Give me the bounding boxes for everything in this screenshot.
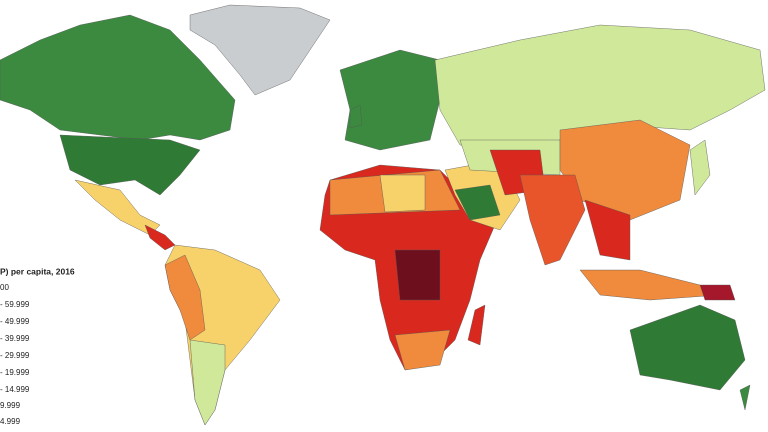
legend-item: 9.999 [0,401,21,410]
saudi-arabia [454,184,501,221]
legend-item: - 29.999 [0,351,30,360]
uk [349,104,363,129]
southeast-asia [584,199,631,261]
legend-item: 4.999 [0,417,21,426]
greenland [189,4,331,96]
southern-cone [189,339,226,426]
legend-item: - 59.999 [0,300,30,309]
japan [689,139,711,196]
australia [629,304,746,391]
central-america [144,224,176,251]
usa [59,134,201,196]
legend-item: - 14.999 [0,385,30,394]
europe [339,49,441,151]
southern-africa [394,329,451,371]
canada [0,14,236,141]
central-africa [394,249,441,301]
legend: P) per capita, 2016 00 - 59.999 - 49.999 - … [0,266,75,426]
india [519,174,586,266]
libya [379,174,426,213]
map-land [0,4,766,426]
papua-new-guinea [699,284,736,301]
andes [164,254,206,341]
legend-item: - 19.999 [0,368,30,377]
legend-item: - 49.999 [0,317,30,326]
new-zealand [739,384,751,411]
madagascar [467,304,486,346]
indonesia [579,269,721,301]
legend-title: P) per capita, 2016 [0,266,75,276]
legend-item: - 39.999 [0,334,30,343]
legend-item: 00 [0,283,9,292]
